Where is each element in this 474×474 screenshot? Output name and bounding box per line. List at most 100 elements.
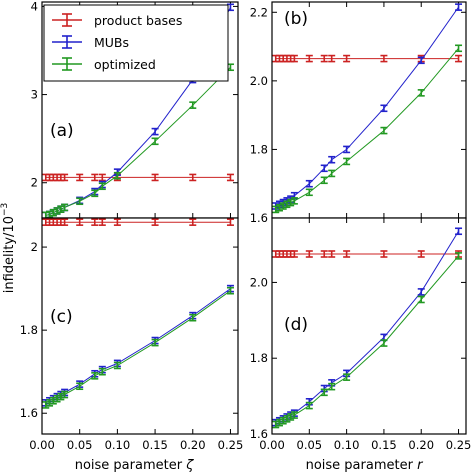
- data-point-optimized-b: [320, 176, 328, 185]
- data-point-optimized-b: [287, 198, 295, 207]
- y-tick-label-c: 2: [31, 240, 38, 254]
- data-point-optimized-c: [189, 313, 197, 322]
- data-point-optimized-d: [305, 401, 313, 410]
- data-point-optimized-a: [53, 207, 61, 215]
- y-tick-label-d: 1.8: [250, 351, 268, 365]
- x-tick-label-d: 0.20: [408, 438, 434, 452]
- data-point-optimized-b: [290, 197, 298, 205]
- data-point-optimized-a: [91, 189, 99, 198]
- y-tick-label-d: 1.6: [250, 427, 268, 441]
- data-point-product-bases-c: [98, 218, 106, 226]
- y-tick-label-a: 3: [31, 88, 38, 102]
- data-point-optimized-c: [53, 394, 61, 403]
- data-point-optimized-d: [417, 295, 425, 304]
- data-point-optimized-d: [287, 413, 295, 421]
- data-point-product-bases-b: [305, 54, 313, 63]
- data-point-optimized-b: [455, 44, 463, 53]
- data-point-product-bases-c: [113, 218, 121, 226]
- y-tick-label-c: 1.6: [20, 406, 38, 420]
- data-point-product-bases-b: [290, 54, 298, 63]
- data-point-optimized-b: [305, 188, 313, 197]
- data-point-mubs-b: [320, 164, 328, 173]
- data-point-product-bases-d: [328, 250, 336, 258]
- data-point-product-bases-c: [61, 218, 69, 226]
- data-point-product-bases-d: [417, 250, 425, 258]
- panel-label-c: (c): [50, 307, 73, 327]
- data-point-product-bases-c: [226, 218, 234, 226]
- data-point-optimized-c: [91, 372, 99, 380]
- x-tick-label-d: 0.05: [297, 438, 323, 452]
- data-point-product-bases-a: [76, 173, 84, 182]
- data-point-product-bases-c: [189, 218, 197, 226]
- data-point-product-bases-d: [343, 250, 351, 258]
- data-point-optimized-d: [272, 420, 280, 429]
- legend: product bases MUBs optimized: [43, 4, 229, 82]
- y-tick-label-a: 2: [31, 176, 38, 190]
- data-point-optimized-b: [380, 126, 388, 135]
- y-tick-label-b: 1.8: [250, 142, 268, 156]
- y-tick-label-b: 1.6: [250, 211, 268, 225]
- axes-frame-d: [271, 217, 467, 435]
- panel-b: 1.6 1.8 2.0 2.2 (b): [250, 1, 467, 225]
- y-tick-label-a: 4: [31, 0, 38, 13]
- plot-area-c: [42, 218, 238, 434]
- data-point-optimized-b: [417, 89, 425, 97]
- data-point-optimized-b: [343, 157, 351, 166]
- data-point-optimized-c: [76, 382, 84, 391]
- data-point-product-bases-d: [305, 250, 313, 258]
- x-tick-label-c: 0.20: [180, 438, 206, 452]
- y-axis-label: infidelity/10−3: [0, 203, 17, 294]
- x-axis-label-left: noise parameter ζ: [75, 458, 194, 473]
- x-tick-label-c: 0.05: [67, 438, 93, 452]
- data-point-product-bases-a: [61, 173, 69, 182]
- data-point-mubs-b: [305, 179, 313, 188]
- data-point-optimized-b: [272, 205, 280, 214]
- panel-label-d: (d): [284, 315, 308, 335]
- data-point-mubs-b: [328, 155, 336, 164]
- panel-d: 1.6 1.8 2.0 0.00 0.05 0.10 0.15 0.20 0.25 (d): [250, 217, 471, 452]
- y-tick-label-d: 2.0: [250, 275, 268, 289]
- data-point-optimized-a: [76, 197, 84, 206]
- data-point-optimized-c: [226, 286, 234, 295]
- data-point-optimized-b: [279, 202, 287, 210]
- data-point-optimized-a: [49, 208, 57, 217]
- data-point-product-bases-d: [380, 250, 388, 258]
- panel-label-a: (a): [50, 121, 74, 141]
- data-point-optimized-a: [113, 171, 121, 180]
- data-point-optimized-c: [98, 367, 106, 376]
- data-point-optimized-c: [49, 396, 57, 405]
- data-point-mubs-b: [417, 56, 425, 65]
- data-point-product-bases-b: [343, 54, 351, 63]
- data-point-optimized-c: [42, 401, 50, 409]
- data-point-optimized-d: [279, 416, 287, 425]
- legend-label-mubs: MUBs: [94, 35, 129, 50]
- data-point-optimized-d: [328, 382, 336, 391]
- data-point-optimized-d: [283, 415, 291, 423]
- data-point-product-bases-c: [151, 218, 159, 226]
- x-tick-label-c: 0.00: [29, 438, 55, 452]
- data-point-optimized-a: [98, 182, 106, 191]
- y-tick-label-c: 1.8: [20, 323, 38, 337]
- data-point-product-bases-b: [455, 54, 463, 63]
- data-point-optimized-c: [46, 399, 54, 407]
- data-point-optimized-b: [275, 203, 283, 212]
- panel-c: 1.6 1.8 2 0.00 0.05 0.10 0.15 0.20 0.25 (c): [20, 217, 243, 452]
- legend-box: [43, 4, 229, 82]
- legend-item-mubs: MUBs: [52, 35, 129, 50]
- x-tick-label-d: 0.00: [259, 438, 285, 452]
- data-point-mubs-b: [455, 3, 463, 11]
- data-point-optimized-d: [320, 388, 328, 397]
- legend-item-optimized: optimized: [52, 57, 156, 72]
- x-tick-label-d: 0.10: [334, 438, 360, 452]
- data-point-optimized-d: [455, 252, 463, 260]
- data-point-product-bases-a: [189, 173, 197, 182]
- x-tick-label-d: 0.15: [371, 438, 397, 452]
- y-tick-label-b: 2.2: [250, 5, 268, 19]
- data-point-product-bases-b: [380, 54, 388, 63]
- data-point-optimized-d: [380, 339, 388, 347]
- plot-area-b: [272, 2, 466, 218]
- data-point-product-bases-c: [76, 218, 84, 226]
- axes-frame-c: [41, 217, 239, 435]
- data-point-optimized-b: [328, 169, 336, 178]
